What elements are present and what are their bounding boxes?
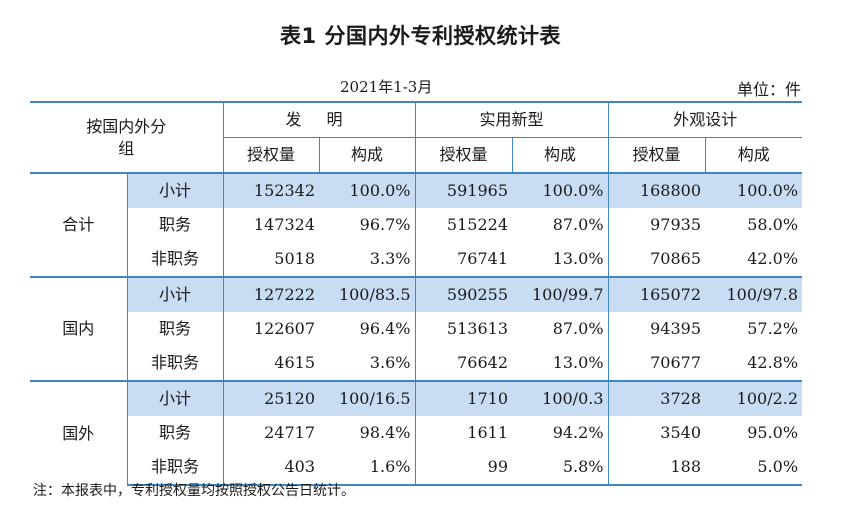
subheader-composition: 构成 [704,137,803,173]
row-label: 职务 [158,215,191,234]
row-label: 小计 [127,172,223,208]
subheader-composition: 构成 [511,137,609,173]
composition-cell: 57.2% [747,319,799,338]
section-name: 国外 [30,380,128,485]
grant-count-cell: 590255 [414,276,512,312]
grant-count-cell: 403 [222,450,319,486]
period-label: 2021年1-3月 [340,78,433,96]
table-row: 非职务 403 1.6% 99 5.8% 188 5.0% [30,450,803,486]
subheader-grant-count: 授权量 [607,137,706,173]
grant-count-cell: 168800 [607,172,706,208]
table-row: 国外 小计 25120 100/16.5 1710 100/0.3 3728 100/2.2 [30,380,803,485]
composition-cell: 87.0% [552,319,604,338]
grant-count-cell: 122607 [222,312,319,346]
grant-count-cell: 25120 [222,380,319,416]
composition-cell: 94.2% [552,423,604,442]
grant-count-cell: 515224 [414,208,512,242]
grant-count-cell: 147324 [222,208,319,242]
group-header-invention: 发 明 [222,101,415,138]
grant-count-cell: 152342 [222,172,319,208]
table-row: 非职务 4615 3.6% 76642 13.0% 70677 42.8% [30,346,802,381]
row-label: 非职务 [150,353,199,372]
composition-cell: 100/83.5 [319,276,415,312]
grant-count-cell: 70677 [607,346,706,381]
section-name: 国内 [30,276,128,381]
composition-cell: 87.0% [552,215,604,234]
composition-cell: 5.8% [512,450,609,486]
grant-count-cell: 76741 [414,242,512,277]
grant-count-cell: 70865 [607,242,706,277]
composition-cell: 95.0% [747,423,799,442]
composition-cell: 42.0% [747,249,799,268]
composition-cell: 100.0% [705,172,803,208]
composition-cell: 58.0% [747,215,799,234]
table-row: 国内 小计 127222 100/83.5 590255 100/99.7 165072 10… [30,276,803,381]
group-header-design: 外观设计 [607,101,803,138]
subheader-grant-count: 授权量 [222,137,319,173]
unit-label: 单位：件 [736,80,801,99]
composition-cell: 100/99.7 [512,276,609,312]
composition-cell: 3.3% [369,249,411,268]
composition-cell: 96.7% [359,215,411,234]
composition-cell: 100/0.3 [512,380,609,416]
row-group-header: 按国内外分组 [30,101,224,173]
composition-cell: 5.0% [705,450,803,486]
grant-count-cell: 97935 [607,208,706,242]
table-row: 职务 122607 96.4% 513613 87.0% 94395 57.2% [30,312,802,346]
footnote: 注：本报表中，专利授权量均按照授权公告日统计。 [33,483,355,499]
composition-cell: 100/2.2 [705,380,803,416]
grant-count-cell: 3728 [607,380,706,416]
patent-stats-table: 按国内外分组 发 明 实用新型 外观设计 授权量 构成 授权量 构成 授权量 构… [30,101,803,486]
composition-cell: 13.0% [552,249,604,268]
composition-cell: 42.8% [747,353,799,372]
row-label: 职务 [158,319,191,338]
grant-count-cell: 3540 [607,416,706,450]
grant-count-cell: 94395 [607,312,706,346]
grant-count-cell: 127222 [222,276,319,312]
page-title: 表1 分国内外专利授权统计表 [280,24,561,48]
row-label: 小计 [127,380,223,416]
composition-cell: 100/97.8 [705,276,803,312]
table-row: 职务 147324 96.7% 515224 87.0% 97935 58.0% [30,208,802,242]
composition-cell: 100.0% [319,172,415,208]
grant-count-cell: 5018 [222,242,319,277]
row-label: 非职务 [150,249,199,268]
composition-cell: 1.6% [319,450,415,486]
subheader-composition: 构成 [318,137,415,173]
grant-count-cell: 1611 [414,416,512,450]
grant-count-cell: 76642 [414,346,512,381]
composition-cell: 100.0% [512,172,609,208]
composition-cell: 96.4% [359,319,411,338]
group-header-utility-model: 实用新型 [414,101,609,138]
table-row: 合计 小计 152342 100.0% 591965 100.0% 168800 100.0% [30,172,803,277]
grant-count-cell: 513613 [414,312,512,346]
grant-count-cell: 99 [414,450,512,486]
composition-cell: 13.0% [552,353,604,372]
subheader-grant-count: 授权量 [414,137,512,173]
grant-count-cell: 24717 [222,416,319,450]
grant-count-cell: 591965 [414,172,512,208]
grant-count-cell: 188 [607,450,706,486]
composition-cell: 98.4% [359,423,411,442]
grant-count-cell: 1710 [414,380,512,416]
row-group-header-text: 按国内外分组 [86,116,167,158]
table-row: 职务 24717 98.4% 1611 94.2% 3540 95.0% [30,416,802,450]
grant-count-cell: 165072 [607,276,706,312]
table-row: 非职务 5018 3.3% 76741 13.0% 70865 42.0% [30,242,802,277]
section-name: 合计 [30,172,128,277]
row-label: 小计 [127,276,223,312]
grant-count-cell: 4615 [222,346,319,381]
composition-cell: 3.6% [369,353,411,372]
row-label: 非职务 [127,450,223,486]
composition-cell: 100/16.5 [319,380,415,416]
row-label: 职务 [158,423,191,442]
